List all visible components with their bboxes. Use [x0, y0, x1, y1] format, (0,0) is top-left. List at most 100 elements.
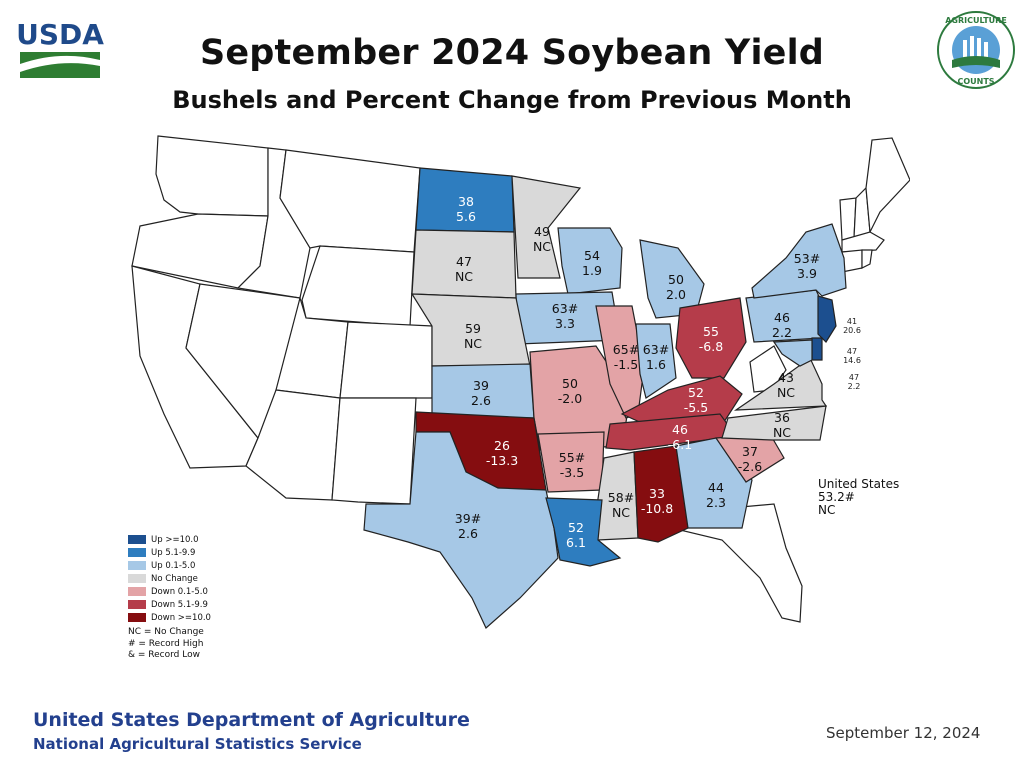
state-al-change: -10.8: [641, 501, 673, 516]
legend-item: Up >=10.0: [128, 533, 211, 546]
state-pa-change: 2.2: [772, 325, 792, 340]
state-nj-yield: 41: [847, 317, 857, 326]
state-NM: [331, 397, 417, 505]
ag-logo-bottom-text: COUNTS: [957, 77, 994, 86]
state-LA: [545, 497, 622, 567]
legend-item: Down >=10.0: [128, 611, 211, 624]
state-MN: [511, 175, 582, 279]
legend-item: Down 0.1-5.0: [128, 585, 211, 598]
legend-item: Down 5.1-9.9: [128, 598, 211, 611]
state-ga-yield: 44: [708, 480, 724, 495]
state-nd-yield: 38: [458, 194, 474, 209]
state-ia-change: 3.3: [555, 316, 575, 331]
state-DE: [811, 337, 823, 361]
footer-date: September 12, 2024: [826, 724, 981, 742]
state-sd-yield: 47: [456, 254, 472, 269]
state-de-yield: 47: [847, 347, 857, 356]
state-mi-change: 2.0: [666, 287, 686, 302]
state-ME: [865, 137, 910, 235]
legend-swatch: [128, 600, 146, 609]
state-il-yield: 65#: [613, 342, 639, 357]
state-NJ: [817, 295, 837, 343]
state-oh-change: -6.8: [699, 339, 723, 354]
legend-label: Up >=10.0: [151, 534, 199, 545]
us-total-yield: 53.2#: [818, 490, 855, 504]
legend-swatch: [128, 548, 146, 557]
usda-logo: USDA: [16, 14, 104, 80]
legend-notes: NC = No Change # = Record High & = Recor…: [128, 627, 204, 662]
state-TX: [363, 431, 559, 629]
page-title: September 2024 Soybean Yield: [199, 33, 825, 73]
page-subtitle: Bushels and Percent Change from Previous…: [172, 86, 852, 114]
state-ms-yield: 58#: [608, 490, 634, 505]
legend-label: Down 5.1-9.9: [151, 599, 208, 610]
footer-department: United States Department of Agriculture: [33, 709, 470, 731]
legend: Up >=10.0 Up 5.1-9.9 Up 0.1-5.0 No Change Do…: [128, 533, 211, 624]
legend-swatch: [128, 561, 146, 570]
state-ne-change: NC: [464, 336, 482, 351]
us-total-label: United States: [818, 477, 900, 491]
state-il-change: -1.5: [614, 357, 638, 372]
state-VT: [839, 197, 857, 241]
state-va-yield: 43: [778, 370, 794, 385]
state-va-change: NC: [777, 385, 795, 400]
footer-service: National Agricultural Statistics Service: [33, 735, 362, 753]
state-CO: [339, 321, 433, 399]
state-pa-yield: 46: [774, 310, 790, 325]
state-mn-change: NC: [533, 239, 551, 254]
state-NC: [721, 405, 827, 441]
state-TN: [605, 413, 738, 451]
note-record-high: # = Record High: [128, 638, 204, 649]
state-ny-change: 3.9: [797, 266, 817, 281]
legend-label: Down >=10.0: [151, 612, 211, 623]
state-NY: [751, 223, 847, 299]
agriculture-counts-logo: AGRICULTURE COUNTS: [937, 11, 1015, 89]
us-state-map: 385.649NC47NC541.9502.053#3.959NC63#3.36…: [131, 135, 910, 629]
legend-swatch: [128, 535, 146, 544]
state-ky-yield: 52: [688, 385, 704, 400]
state-sc-yield: 37: [742, 444, 758, 459]
state-sc-change: -2.6: [738, 459, 762, 474]
legend-label: Up 5.1-9.9: [151, 547, 196, 558]
state-mo-yield: 50: [562, 376, 578, 391]
note-nc: NC = No Change: [128, 627, 204, 637]
state-al-yield: 33: [649, 486, 665, 501]
state-IN: [635, 323, 677, 399]
legend-swatch: [128, 574, 146, 583]
state-ny-yield: 53#: [794, 251, 820, 266]
state-ar-change: -3.5: [560, 465, 584, 480]
legend-item: Up 5.1-9.9: [128, 546, 211, 559]
state-md-change: 2.2: [848, 382, 861, 391]
state-VA: [733, 357, 828, 411]
legend-swatch: [128, 613, 146, 622]
legend-item: No Change: [128, 572, 211, 585]
legend-label: No Change: [151, 573, 198, 584]
state-la-change: 6.1: [566, 535, 586, 550]
state-ok-change: -13.3: [486, 453, 518, 468]
state-ok-yield: 26: [494, 438, 510, 453]
state-sd-change: NC: [455, 269, 473, 284]
state-tn-change: -6.1: [668, 437, 692, 452]
state-ks-change: 2.6: [471, 393, 491, 408]
legend-label: Down 0.1-5.0: [151, 586, 208, 597]
state-mi-yield: 50: [668, 272, 684, 287]
state-MA: [841, 231, 885, 253]
state-ne-yield: 59: [465, 321, 481, 336]
state-la-yield: 52: [568, 520, 584, 535]
state-WY: [301, 245, 415, 327]
state-oh-yield: 55: [703, 324, 719, 339]
state-ga-change: 2.3: [706, 495, 726, 510]
state-mn-yield: 49: [534, 224, 550, 239]
usda-logo-text: USDA: [16, 18, 104, 51]
legend-item: Up 0.1-5.0: [128, 559, 211, 572]
state-nj-change: 20.6: [843, 326, 861, 335]
state-de-change: 14.6: [843, 356, 861, 365]
state-tx-yield: 39#: [455, 511, 481, 526]
state-ky-change: -5.5: [684, 400, 708, 415]
state-MD: [772, 339, 813, 367]
state-in-change: 1.6: [646, 357, 666, 372]
legend-label: Up 0.1-5.0: [151, 560, 196, 571]
us-total-change: NC: [818, 503, 836, 517]
state-WA: [155, 135, 269, 217]
state-AL: [633, 445, 689, 543]
